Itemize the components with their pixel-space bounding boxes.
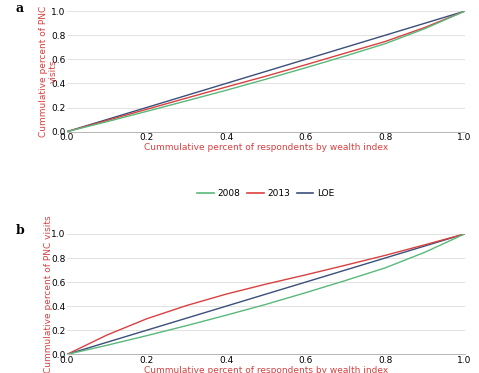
Text: a: a <box>15 1 23 15</box>
Text: b: b <box>15 224 24 237</box>
Y-axis label: Cummulative percent of PNC
visits: Cummulative percent of PNC visits <box>39 6 58 137</box>
Y-axis label: Cummulative percent of PNC visits: Cummulative percent of PNC visits <box>44 215 53 373</box>
X-axis label: Cummulative percent of respondents by wealth index: Cummulative percent of respondents by we… <box>144 366 388 373</box>
Legend: 2008, 2013, LOE: 2008, 2013, LOE <box>197 189 334 198</box>
X-axis label: Cummulative percent of respondents by wealth index: Cummulative percent of respondents by we… <box>144 143 388 153</box>
